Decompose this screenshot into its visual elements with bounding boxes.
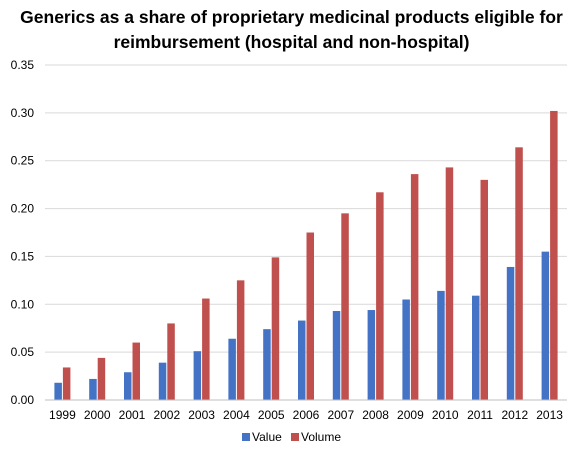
x-tick-label: 2005 (258, 408, 285, 422)
bar-value-2005 (263, 329, 271, 400)
bar-value-2009 (402, 299, 410, 400)
bar-value-2002 (158, 362, 167, 400)
legend-label-value: Value (252, 430, 282, 444)
y-tick-label: 0.30 (11, 106, 35, 120)
y-tick-label: 0.15 (11, 249, 35, 263)
x-tick-label: 2010 (432, 408, 459, 422)
bar-value-2012 (506, 266, 515, 400)
bar-volume-2000 (97, 357, 106, 400)
bar-value-2013 (541, 251, 550, 400)
x-tick-label: 2006 (293, 408, 320, 422)
bar-value-2003 (193, 351, 202, 400)
x-tick-label: 2002 (153, 408, 180, 422)
x-tick-label: 2012 (501, 408, 528, 422)
bar-volume-2012 (515, 147, 523, 400)
legend-swatch-value (242, 433, 250, 441)
x-tick-label: 2009 (397, 408, 424, 422)
x-tick-label: 2001 (119, 408, 146, 422)
bar-volume-2003 (202, 298, 210, 400)
y-tick-label: 0.20 (11, 202, 35, 216)
bar-volume-2001 (132, 342, 140, 400)
x-tick-label: 2004 (223, 408, 250, 422)
bar-volume-2006 (306, 232, 314, 400)
y-tick-label: 0.25 (11, 154, 35, 168)
bar-value-2001 (124, 372, 132, 400)
y-tick-label: 0.05 (11, 345, 35, 359)
bar-volume-2002 (167, 323, 175, 400)
x-tick-label: 2013 (536, 408, 563, 422)
bar-volume-1999 (62, 367, 71, 400)
bar-volume-2004 (236, 280, 245, 400)
x-tick-label: 2008 (362, 408, 389, 422)
x-tick-label: 2000 (84, 408, 111, 422)
bar-volume-2011 (480, 179, 488, 400)
legend: Value Volume (242, 430, 341, 444)
bar-volume-2010 (445, 167, 454, 400)
y-tick-label: 0.35 (11, 58, 35, 72)
x-tick-label: 2003 (188, 408, 215, 422)
chart-title-line-1: Generics as a share of proprietary medic… (20, 7, 563, 27)
bar-volume-2009 (410, 174, 419, 400)
y-axis-tick-labels: 0.00 0.05 0.10 0.15 0.20 0.25 0.30 0.35 (11, 58, 35, 407)
legend-label-volume: Volume (301, 430, 341, 444)
bar-value-2007 (332, 310, 341, 400)
bar-volume-2008 (376, 192, 384, 400)
x-tick-label: 2007 (327, 408, 354, 422)
bar-value-2004 (228, 338, 236, 400)
gridlines (45, 64, 567, 353)
x-tick-label: 2011 (467, 408, 493, 422)
bar-volume-2007 (341, 213, 349, 400)
bar-value-2006 (298, 320, 306, 400)
bar-value-2010 (437, 290, 445, 400)
y-tick-label: 0.10 (11, 297, 35, 311)
bar-value-2011 (472, 295, 480, 400)
bar-volume-2005 (271, 257, 280, 400)
x-axis-tick-labels: 1999 2000 2001 2002 2003 2004 2005 2006 2007 2008… (49, 408, 563, 422)
legend-swatch-volume (291, 433, 299, 441)
y-tick-label: 0.00 (11, 393, 35, 407)
bar-value-2000 (89, 378, 97, 400)
bars (54, 110, 558, 400)
chart-title-line-2: reimbursement (hospital and non-hospital… (114, 32, 470, 52)
bar-volume-2013 (550, 110, 558, 400)
bar-value-2008 (367, 310, 376, 400)
bar-value-1999 (54, 382, 62, 400)
x-tick-label: 1999 (49, 408, 76, 422)
